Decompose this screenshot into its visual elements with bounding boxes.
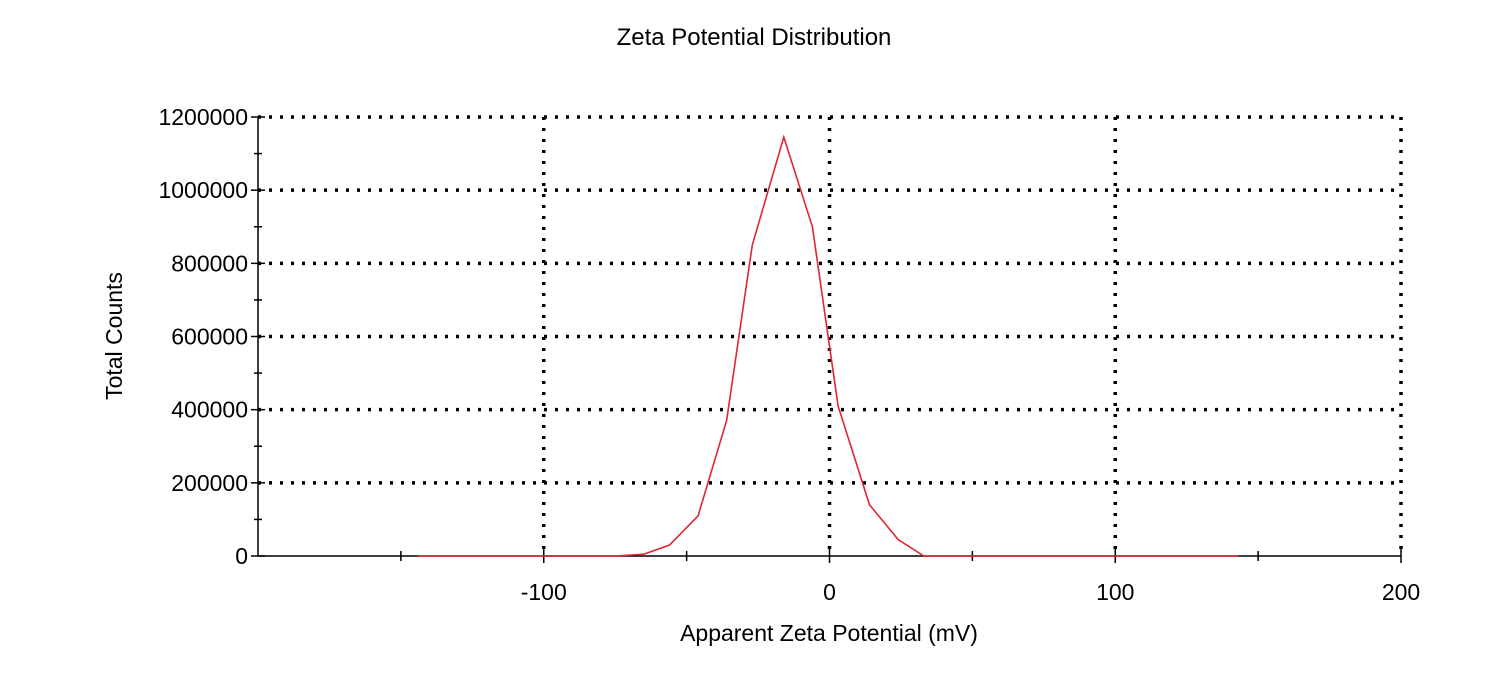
y-tick-label: 1000000 [158,177,248,203]
grid-lines [258,115,1403,556]
tick-marks [251,116,1402,563]
y-tick-label: 800000 [171,250,248,276]
y-tick-label: 200000 [171,470,248,496]
x-tick-label: -100 [521,579,567,605]
x-axis-label: Apparent Zeta Potential (mV) [680,620,978,646]
distribution-line [418,134,1239,557]
x-tick-label: 0 [823,579,836,605]
series-lines [418,134,1239,557]
y-tick-label: 1200000 [158,104,248,130]
y-axis-label: Total Counts [101,272,127,400]
x-tick-label: 100 [1096,579,1134,605]
y-tick-label: 600000 [171,324,248,350]
chart-title: Zeta Potential Distribution [617,24,892,51]
tick-labels: 0 200000 400000 600000 800000 1000000 1200000 -… [158,104,1420,605]
y-tick-label: 400000 [171,397,248,423]
axes [257,117,1401,557]
x-tick-label: 200 [1382,579,1420,605]
y-tick-label: 0 [235,543,248,569]
